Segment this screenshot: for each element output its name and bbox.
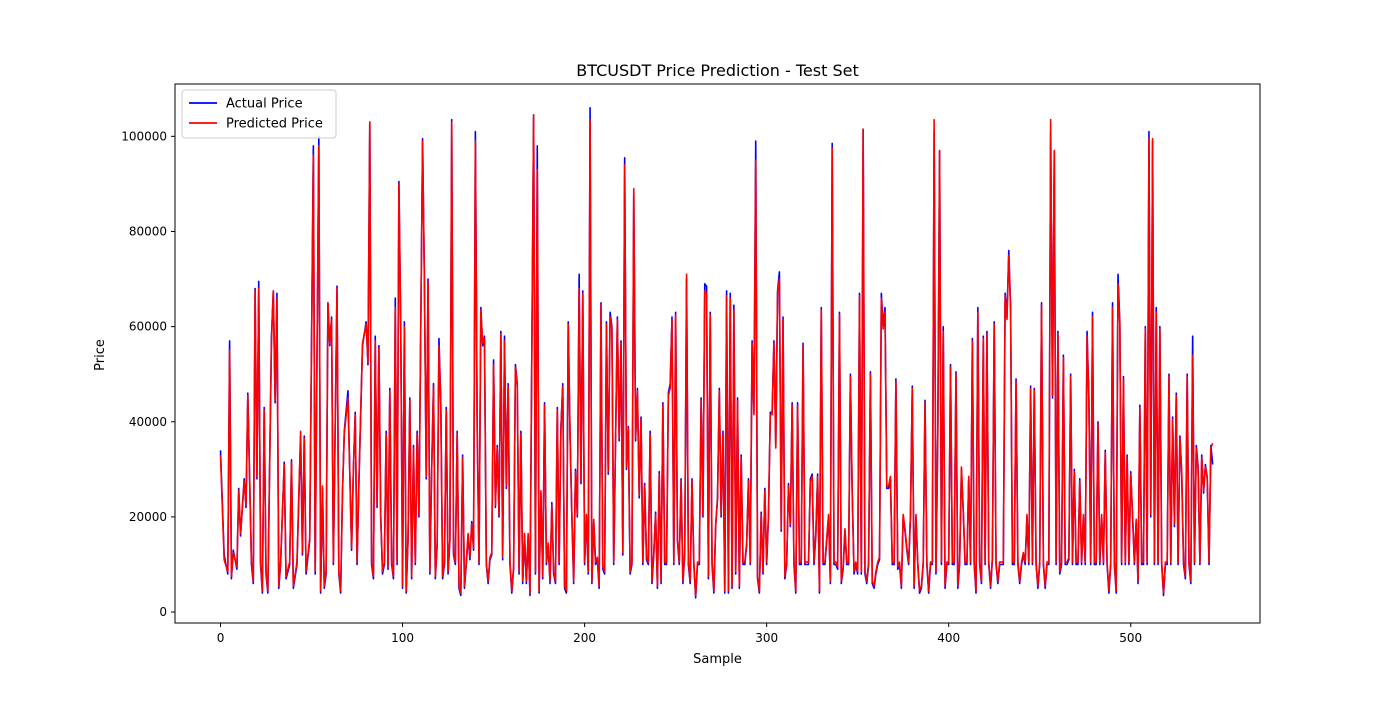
x-tick-label: 300 (755, 631, 778, 645)
chart-title: BTCUSDT Price Prediction - Test Set (576, 61, 858, 80)
legend-entry-label: Actual Price (226, 97, 303, 112)
x-tick-label: 400 (937, 631, 960, 645)
y-tick-label: 0 (159, 605, 167, 619)
y-tick-label: 60000 (129, 320, 167, 334)
x-tick-label: 200 (573, 631, 596, 645)
x-tick-label: 100 (391, 631, 414, 645)
y-axis-label: Price (93, 339, 108, 371)
x-tick-label: 0 (217, 631, 225, 645)
series-line-predicted-price (219, 114, 1214, 597)
x-axis-label: Sample (693, 652, 742, 667)
y-tick-label: 40000 (129, 415, 167, 429)
legend-entry-label: Predicted Price (226, 117, 323, 132)
x-tick-label: 500 (1119, 631, 1142, 645)
y-tick-label: 20000 (129, 510, 167, 524)
plot-area: 0 100 200 300 400 500 0 20000 40000 60000 80000 100… (121, 83, 1261, 645)
y-tick-label: 100000 (121, 129, 167, 143)
plot-frame (174, 83, 1261, 624)
legend: Actual Price Predicted Price (181, 89, 337, 139)
y-tick-label: 80000 (129, 224, 167, 238)
legend-box (181, 89, 337, 139)
